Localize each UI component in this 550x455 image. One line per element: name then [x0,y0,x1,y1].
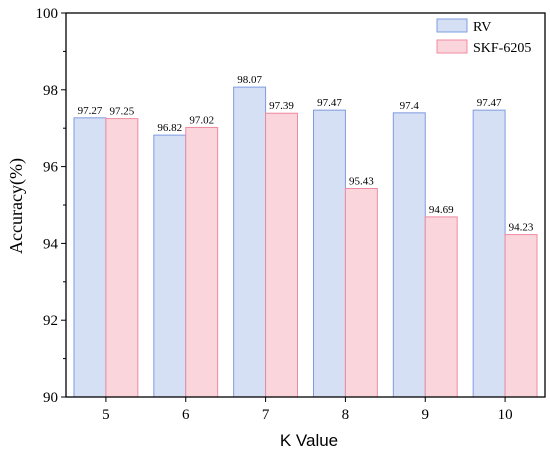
bar-skf-6205-8 [344,187,378,398]
bar-value-label: 97.02 [189,114,214,126]
bar-rv-8 [312,109,346,398]
bar-skf-6205-9 [424,216,458,398]
bar-rv-5 [73,117,107,398]
bar-rv-6 [153,134,187,398]
legend-label: SKF-6205 [473,41,531,56]
x-tick-label: 7 [262,407,270,423]
y-tick-label: 98 [43,83,58,99]
bar-rv-10 [472,109,506,398]
y-tick-label: 100 [36,6,59,22]
bar-rv-9 [392,112,426,398]
y-tick-label: 96 [43,160,59,176]
bar-value-label: 98.07 [237,74,262,86]
ticks-layer: 5 6 7 8 9 10 90 92 94 96 98 100 [36,6,513,423]
y-tick-label: 90 [43,390,58,406]
bar-value-label: 97.4 [400,100,420,112]
bar-value-label: 94.69 [429,204,454,216]
x-tick-label: 9 [422,407,430,423]
bar-labels-layer: 97.27 97.25 96.82 97.02 98.07 97.39 97.47 95.43… [78,74,534,233]
x-tick-label: 10 [498,407,513,423]
x-axis-label: K Value [280,431,338,450]
bars-layer [73,86,538,398]
bar-value-label: 97.47 [477,97,502,109]
y-tick-label: 92 [43,313,58,329]
bar-value-label: 94.23 [509,222,534,234]
legend-swatch-skf-6205 [436,39,468,54]
bar-skf-6205-7 [265,112,299,398]
x-tick-label: 5 [102,407,110,423]
bar-value-label: 95.43 [349,175,374,187]
bar-skf-6205-5 [105,118,139,398]
bar-value-label: 97.25 [110,106,135,118]
legend: RV SKF-6205 [433,15,543,59]
bar-rv-7 [233,86,267,398]
bar-value-label: 96.82 [157,122,182,134]
bar-value-label: 97.27 [78,105,103,117]
y-axis-label: Accuracy(%) [6,158,27,254]
bar-value-label: 97.39 [269,100,294,112]
x-tick-label: 6 [182,407,190,423]
y-tick-label: 94 [43,236,59,252]
bar-skf-6205-10 [504,234,538,398]
bar-value-label: 97.47 [317,97,342,109]
legend-label: RV [473,20,491,35]
legend-swatch-rv [436,18,468,33]
bar-skf-6205-6 [185,126,219,398]
x-tick-label: 8 [342,407,350,423]
